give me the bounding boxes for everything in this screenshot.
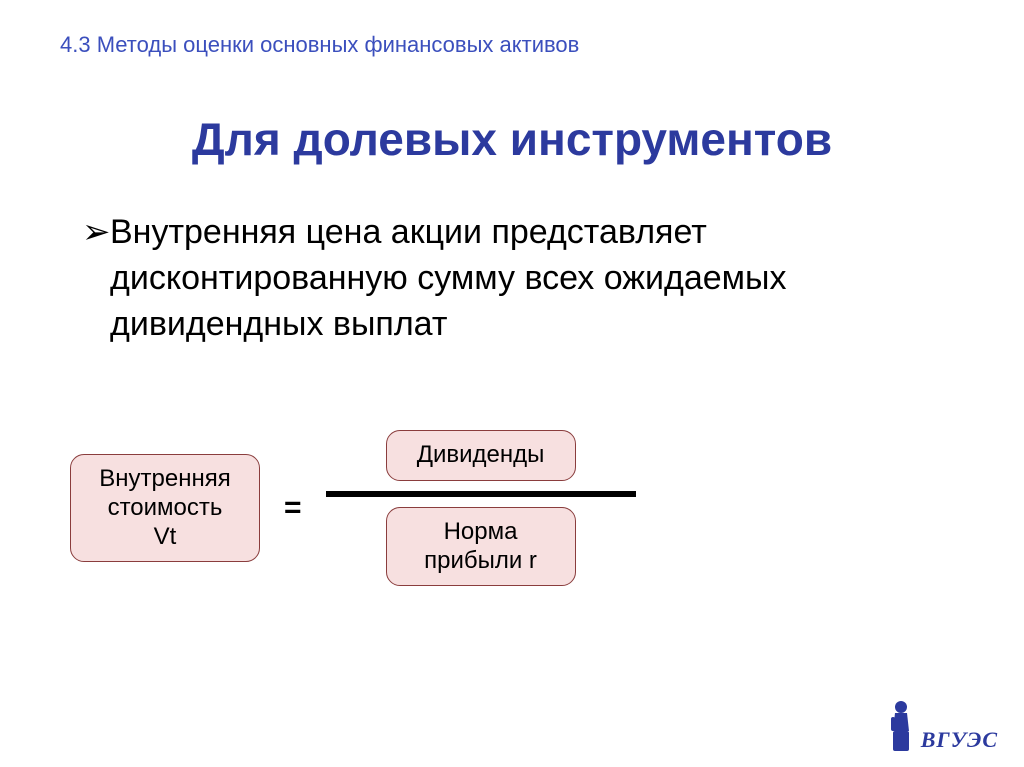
- institution-logo: ВГУЭС: [887, 697, 998, 753]
- dividends-box: Дивиденды: [386, 430, 576, 481]
- rate-of-return-box: Норма прибыли r: [386, 507, 576, 587]
- bullet-marker: ➢: [82, 210, 110, 256]
- fraction-line: [326, 491, 636, 497]
- logo-figure-icon: [887, 697, 915, 753]
- intrinsic-value-box: Внутренняя стоимость Vt: [70, 454, 260, 562]
- equals-sign: =: [284, 491, 302, 525]
- logo-text: ВГУЭС: [921, 727, 998, 753]
- bullet-item: ➢Внутренняя цена акции представляет диск…: [82, 210, 964, 348]
- formula-diagram: Внутренняя стоимость Vt = Дивиденды Норм…: [70, 430, 830, 586]
- section-breadcrumb: 4.3 Методы оценки основных финансовых ак…: [60, 32, 579, 58]
- slide-title: Для долевых инструментов: [0, 112, 1024, 166]
- bullet-text: Внутренняя цена акции представляет диско…: [110, 210, 960, 348]
- fraction: Дивиденды Норма прибыли r: [326, 430, 636, 586]
